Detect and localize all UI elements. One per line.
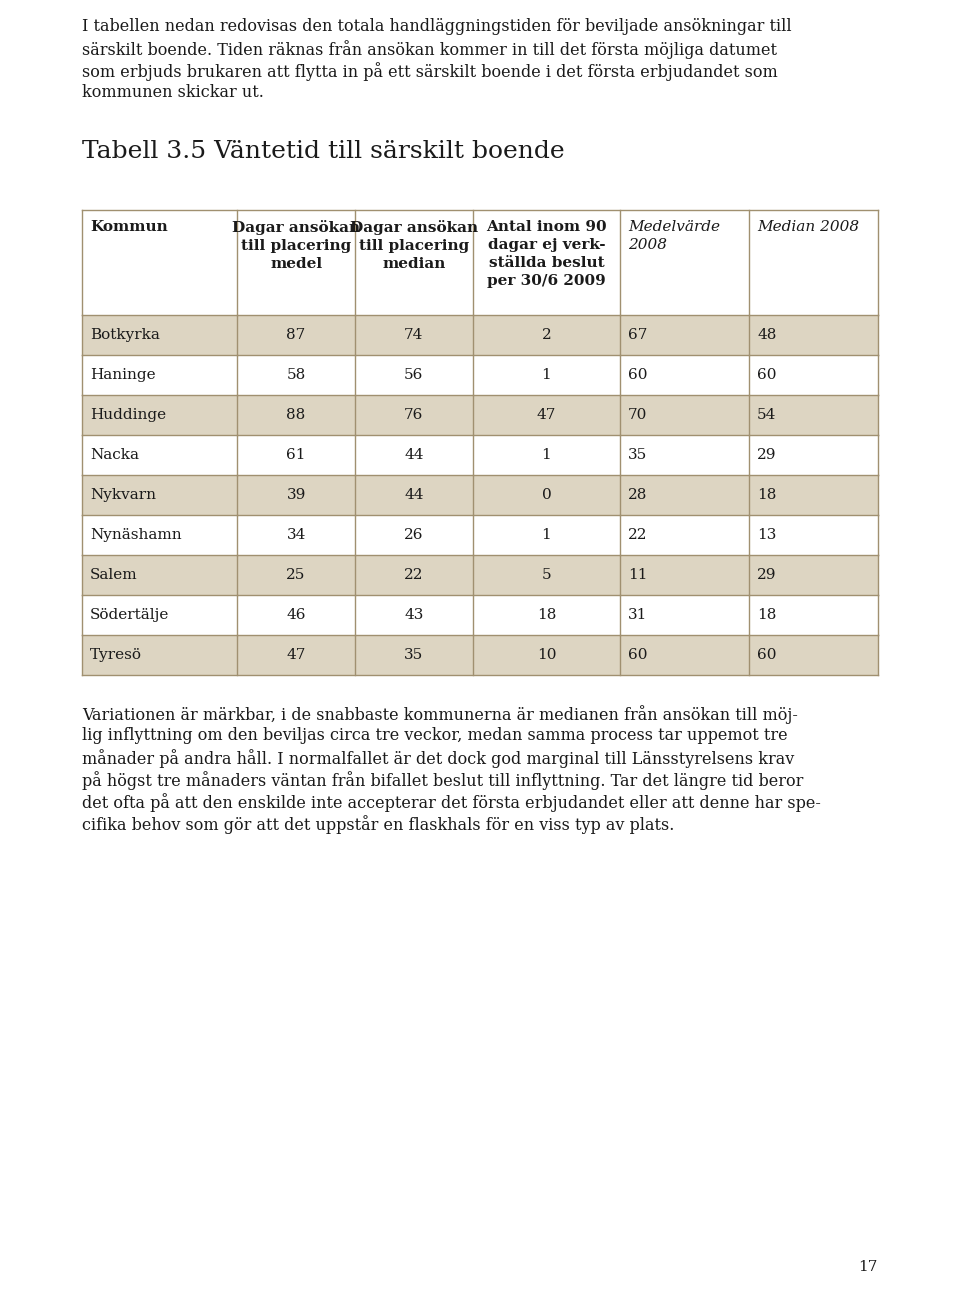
Text: 60: 60 — [628, 368, 648, 382]
Text: Botkyrka: Botkyrka — [90, 329, 160, 342]
Text: månader på andra håll. I normalfallet är det dock god marginal till Länsstyrelse: månader på andra håll. I normalfallet är… — [82, 750, 794, 768]
Bar — [82, 635, 878, 675]
Text: 25: 25 — [286, 568, 306, 582]
Text: 61: 61 — [286, 448, 306, 462]
Text: 2: 2 — [541, 329, 551, 342]
Text: 1: 1 — [541, 448, 551, 462]
Text: 48: 48 — [757, 329, 777, 342]
Text: 39: 39 — [286, 488, 306, 501]
Text: 56: 56 — [404, 368, 423, 382]
Text: 17: 17 — [858, 1260, 878, 1274]
Text: Kommun: Kommun — [90, 220, 168, 234]
Bar — [82, 595, 878, 635]
Text: 34: 34 — [286, 527, 306, 542]
Text: 47: 47 — [537, 408, 556, 422]
Text: Huddinge: Huddinge — [90, 408, 166, 422]
Text: Nynäshamn: Nynäshamn — [90, 527, 181, 542]
Bar — [82, 514, 878, 555]
Text: 22: 22 — [404, 568, 423, 582]
Text: 10: 10 — [537, 648, 556, 662]
Bar — [82, 395, 878, 435]
Text: Antal inom 90
dagar ej verk-
ställda beslut
per 30/6 2009: Antal inom 90 dagar ej verk- ställda bes… — [486, 220, 607, 287]
Text: 11: 11 — [628, 568, 648, 582]
Text: 46: 46 — [286, 608, 306, 622]
Text: 88: 88 — [286, 408, 305, 422]
Text: lig inflyttning om den beviljas circa tre veckor, medan samma process tar uppemo: lig inflyttning om den beviljas circa tr… — [82, 727, 787, 744]
Text: 18: 18 — [537, 608, 556, 622]
Text: på högst tre månaders väntan från bifallet beslut till inflyttning. Tar det läng: på högst tre månaders väntan från bifall… — [82, 772, 804, 790]
Text: 74: 74 — [404, 329, 423, 342]
Text: 58: 58 — [286, 368, 305, 382]
Text: 31: 31 — [628, 608, 647, 622]
Text: 44: 44 — [404, 488, 423, 501]
Text: särskilt boende. Tiden räknas från ansökan kommer in till det första möjliga dat: särskilt boende. Tiden räknas från ansök… — [82, 40, 777, 58]
Text: 47: 47 — [286, 648, 306, 662]
Text: 22: 22 — [628, 527, 648, 542]
Text: cifika behov som gör att det uppstår en flaskhals för en viss typ av plats.: cifika behov som gör att det uppstår en … — [82, 814, 674, 834]
Bar — [82, 475, 878, 514]
Text: kommunen skickar ut.: kommunen skickar ut. — [82, 84, 264, 101]
Bar — [82, 210, 878, 314]
Text: 35: 35 — [628, 448, 647, 462]
Text: 13: 13 — [757, 527, 777, 542]
Text: 76: 76 — [404, 408, 423, 422]
Bar — [82, 314, 878, 355]
Text: Variationen är märkbar, i de snabbaste kommunerna är medianen från ansökan till : Variationen är märkbar, i de snabbaste k… — [82, 705, 798, 724]
Text: I tabellen nedan redovisas den totala handläggningstiden för beviljade ansökning: I tabellen nedan redovisas den totala ha… — [82, 18, 792, 35]
Bar — [82, 435, 878, 475]
Text: 60: 60 — [628, 648, 648, 662]
Text: Tabell 3.5 Väntetid till särskilt boende: Tabell 3.5 Väntetid till särskilt boende — [82, 140, 564, 162]
Text: 43: 43 — [404, 608, 423, 622]
Text: Dagar ansökan
till placering
median: Dagar ansökan till placering median — [349, 220, 478, 270]
Text: 18: 18 — [757, 608, 777, 622]
Text: 67: 67 — [628, 329, 647, 342]
Text: Median 2008: Median 2008 — [757, 220, 859, 234]
Text: 18: 18 — [757, 488, 777, 501]
Text: 29: 29 — [757, 448, 777, 462]
Text: 28: 28 — [628, 488, 647, 501]
Bar — [82, 355, 878, 395]
Text: Haninge: Haninge — [90, 368, 156, 382]
Text: Nykvarn: Nykvarn — [90, 488, 156, 501]
Text: 44: 44 — [404, 448, 423, 462]
Text: 60: 60 — [757, 648, 777, 662]
Bar — [82, 555, 878, 595]
Text: Tyresö: Tyresö — [90, 648, 142, 662]
Text: Södertälje: Södertälje — [90, 608, 169, 622]
Text: Salem: Salem — [90, 568, 137, 582]
Text: 0: 0 — [541, 488, 551, 501]
Text: som erbjuds brukaren att flytta in på ett särskilt boende i det första erbjudand: som erbjuds brukaren att flytta in på et… — [82, 62, 778, 81]
Text: 60: 60 — [757, 368, 777, 382]
Text: Dagar ansökan
till placering
medel: Dagar ansökan till placering medel — [232, 220, 360, 270]
Text: 1: 1 — [541, 368, 551, 382]
Text: 70: 70 — [628, 408, 647, 422]
Text: Medelvärde
2008: Medelvärde 2008 — [628, 220, 720, 252]
Text: 26: 26 — [404, 527, 423, 542]
Text: det ofta på att den enskilde inte accepterar det första erbjudandet eller att de: det ofta på att den enskilde inte accept… — [82, 792, 821, 812]
Text: Nacka: Nacka — [90, 448, 139, 462]
Text: 5: 5 — [541, 568, 551, 582]
Text: 87: 87 — [286, 329, 305, 342]
Text: 35: 35 — [404, 648, 423, 662]
Text: 1: 1 — [541, 527, 551, 542]
Text: 29: 29 — [757, 568, 777, 582]
Text: 54: 54 — [757, 408, 777, 422]
